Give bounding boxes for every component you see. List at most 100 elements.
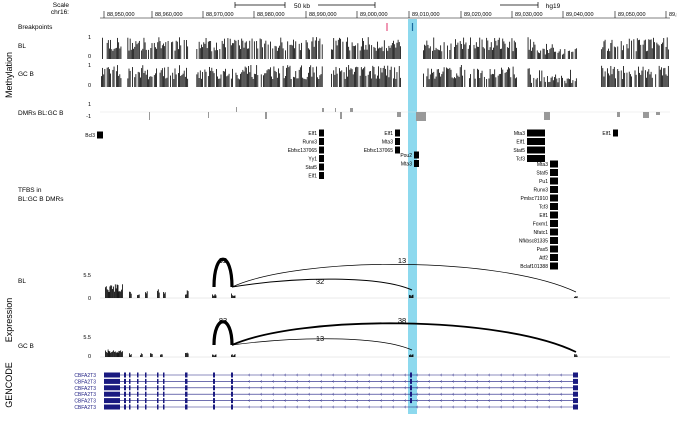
tfbs-track: Bcl3 Elf1 Runx3 Ebfsc137065 Yy1 Stat5 Elf1 Elf1… [85, 129, 618, 270]
gencode-exon [410, 385, 412, 391]
tfbs-site [550, 237, 558, 244]
junction-count-bl-long-low: 32 [316, 277, 324, 286]
gencode-transcript-label[interactable]: CBFA2T3 [74, 386, 96, 392]
tfbs-label: Elf1 [308, 131, 317, 137]
gencode-exon [104, 391, 120, 397]
gencode-exon [129, 391, 131, 397]
tfbs-label: Mta3 [382, 140, 393, 146]
ruler-tick-label: 88,970,000 [206, 12, 234, 18]
tfbs-label: Mta3 [401, 162, 412, 168]
gencode-exon [231, 404, 233, 410]
ruler-tick-label: 89,020,000 [464, 12, 492, 18]
gencode-exon [185, 385, 188, 391]
tfbs-label: Elf1 [384, 131, 393, 137]
track-label-meth-gcb: GC B [18, 71, 34, 78]
tfbs-label: Foxm1 [533, 222, 549, 228]
svg-text:1: 1 [88, 63, 91, 69]
group-label-methylation: Methylation [4, 52, 14, 98]
group-label-gencode: GENCODE [4, 362, 14, 408]
track-label-dmrs: DMRs BL:GC B [18, 110, 64, 117]
gencode-exon [163, 404, 165, 410]
gencode-exon [124, 404, 126, 410]
junction-count-gcb-long-low: 13 [316, 334, 324, 343]
tfbs-label: Stat5 [513, 148, 525, 154]
ruler-tick-label: 89,030,000 [515, 12, 543, 18]
gencode-exon [231, 391, 233, 397]
gencode-exon [231, 372, 233, 378]
dmr-region [350, 108, 353, 112]
tfbs-label: Pou2 [400, 153, 412, 159]
gencode-exon [129, 385, 131, 391]
gencode-exon [410, 372, 412, 378]
tfbs-label: Tcf3 [539, 205, 548, 211]
gencode-exon [573, 378, 578, 384]
gencode-exon [185, 391, 188, 397]
track-label-expr-bl: BL [18, 278, 26, 285]
tfbs-label: Stat5 [305, 165, 317, 171]
gencode-exon [104, 372, 120, 378]
gencode-exon [573, 385, 578, 391]
ruler-tick-label: 88,980,000 [257, 12, 285, 18]
gencode-exon [163, 372, 165, 378]
tfbs-site [527, 146, 545, 154]
gencode-exon [104, 398, 120, 404]
dmr-region [617, 112, 620, 117]
gencode-exon [137, 385, 139, 391]
gencode-exon [157, 378, 159, 384]
tfbs-label: Nfkbsc81335 [519, 239, 548, 245]
gencode-exon [137, 378, 139, 384]
gencode-exon [137, 398, 139, 404]
gencode-exon [185, 372, 188, 378]
tfbs-site [550, 211, 558, 219]
tfbs-label: Tcf3 [516, 157, 525, 163]
breakpoint-highlight[interactable] [408, 19, 417, 414]
gencode-exon [124, 378, 126, 384]
svg-text:0: 0 [88, 296, 91, 302]
gencode-exon [145, 385, 147, 391]
expression-bl-coverage [100, 284, 670, 299]
dmr-region [208, 112, 209, 118]
gencode-transcript-label[interactable]: CBFA2T3 [74, 405, 96, 411]
dmr-region [544, 112, 550, 120]
svg-text:0: 0 [88, 354, 91, 360]
tfbs-site [395, 146, 400, 154]
track-label-tfbs-2: BL:GC B DMRs [18, 196, 64, 203]
gencode-exon [213, 385, 215, 391]
tfbs-label: Mta3 [537, 162, 548, 168]
gencode-transcript-label[interactable]: CBFA2T3 [74, 392, 96, 398]
gencode-exon [145, 372, 147, 378]
tfbs-label: Bcl3 [85, 133, 95, 139]
gencode-exon [231, 398, 233, 404]
gencode-transcript-label[interactable]: CBFA2T3 [74, 379, 96, 385]
gencode-exon [163, 385, 165, 391]
gencode-exon [157, 404, 159, 410]
tfbs-site [550, 220, 558, 227]
tfbs-site [319, 172, 324, 179]
scale-bar [234, 2, 539, 8]
gencode-transcript-label[interactable]: CBFA2T3 [74, 373, 96, 379]
tfbs-label: Elf1 [308, 174, 317, 180]
scale-bar-label: 50 kb [294, 3, 310, 10]
ruler-tick-label: 89,040,000 [566, 12, 594, 18]
dmr-region [335, 108, 336, 112]
gencode-exon [145, 404, 147, 410]
tfbs-site [550, 169, 558, 176]
tfbs-site [613, 129, 618, 137]
tfbs-site [97, 131, 103, 139]
dmr-track [100, 107, 670, 121]
tfbs-label: Yy1 [308, 157, 317, 163]
svg-text:1: 1 [88, 35, 91, 41]
gencode-transcript-label[interactable]: CBFA2T3 [74, 399, 96, 405]
gencode-exon [573, 372, 578, 378]
methylation-gcb-signal [101, 65, 669, 87]
y-axis-ticks: 1 0 1 0 1 -1 5.5 0 5.5 0 [83, 35, 91, 360]
tfbs-label: Bclaf101388 [520, 264, 548, 270]
gencode-exon [157, 398, 159, 404]
gencode-exon [185, 398, 188, 404]
tfbs-site [527, 155, 545, 162]
dmr-region [322, 108, 324, 112]
assembly-label: hg19 [546, 3, 561, 10]
tfbs-site [550, 177, 558, 185]
tfbs-label: Runx3 [534, 188, 549, 194]
